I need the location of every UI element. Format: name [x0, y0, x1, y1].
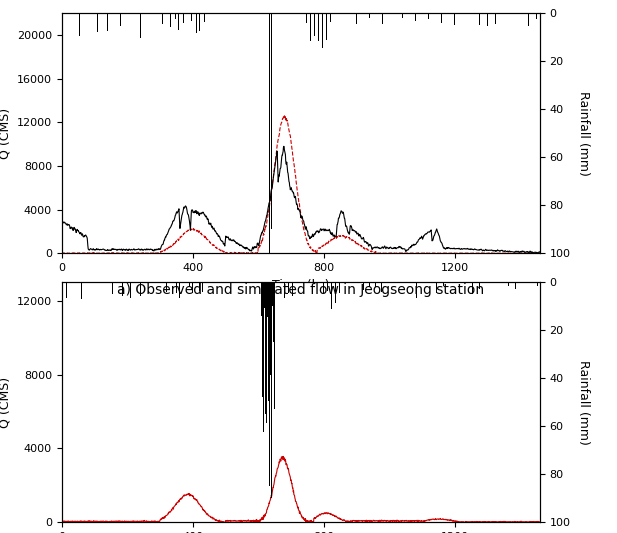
Text: a) Observed and simulated flow in Jeogseong station: a) Observed and simulated flow in Jeogse… [117, 282, 484, 297]
Y-axis label: Q (CMS): Q (CMS) [0, 377, 11, 428]
X-axis label: Time (hr): Time (hr) [272, 279, 329, 292]
Y-axis label: Q (CMS): Q (CMS) [0, 108, 11, 159]
Y-axis label: Rainfall (mm): Rainfall (mm) [577, 91, 590, 176]
Y-axis label: Rainfall (mm): Rainfall (mm) [577, 360, 590, 445]
